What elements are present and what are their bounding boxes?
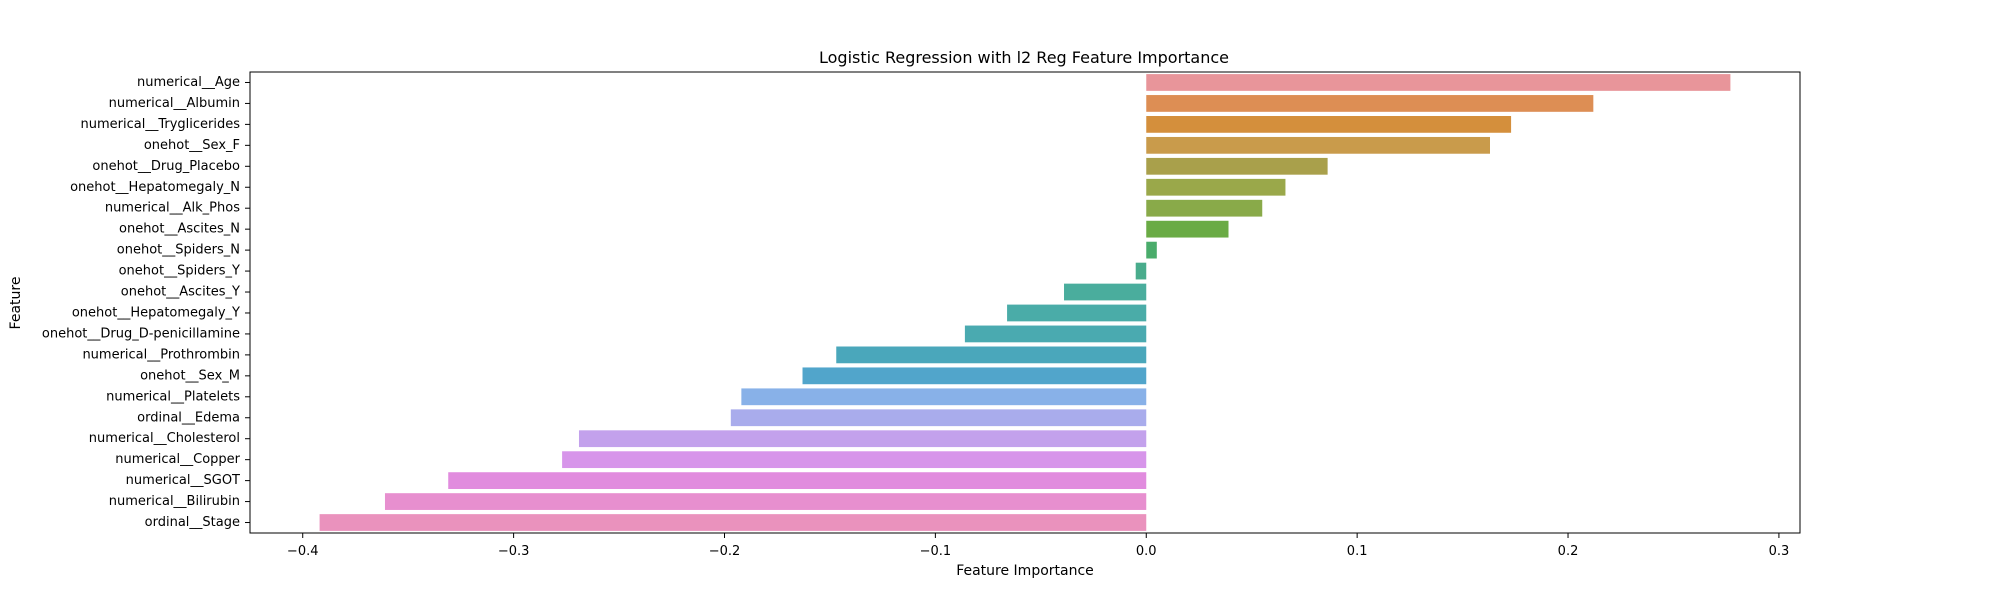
x-tick-label: −0.2 — [709, 544, 741, 559]
chart-title: Logistic Regression with l2 Reg Feature … — [819, 48, 1229, 67]
y-tick-label: onehot__Sex_F — [144, 138, 240, 153]
bar — [1146, 241, 1157, 259]
bar — [1135, 262, 1147, 280]
plot-frame — [249, 71, 1801, 534]
bar — [836, 346, 1147, 364]
y-tick-label: numerical__Platelets — [106, 389, 240, 404]
x-axis-label: Feature Importance — [956, 563, 1094, 579]
bar — [319, 514, 1147, 531]
x-tick-label: 0.3 — [1769, 544, 1790, 559]
bar — [1064, 283, 1147, 301]
bar — [1007, 304, 1147, 322]
y-tick-label: numerical__Bilirubin — [109, 494, 240, 509]
y-tick-label: onehot__Drug_D-penicillamine — [42, 326, 240, 341]
bar — [1146, 136, 1490, 154]
y-tick-label: onehot__Spiders_Y — [119, 264, 240, 279]
bar — [578, 430, 1147, 448]
y-tick-label: numerical__SGOT — [126, 473, 240, 488]
bar — [1146, 116, 1512, 133]
x-tick-label: −0.1 — [920, 544, 952, 559]
bar — [1146, 95, 1594, 112]
bar — [741, 388, 1147, 406]
x-tick-label: 0.0 — [1136, 544, 1157, 559]
y-tick-label: numerical__Age — [137, 75, 240, 90]
y-tick-label: numerical__Cholesterol — [89, 431, 240, 446]
y-axis-label: Feature — [8, 277, 24, 330]
y-tick-label: numerical__Alk_Phos — [105, 201, 240, 216]
x-tick-label: −0.4 — [287, 544, 319, 559]
x-tick-labels: −0.4 −0.3 −0.2 −0.1 0.0 0.1 0.2 0.3 — [287, 533, 1789, 559]
y-tick-labels: numerical__Age numerical__Albumin numerica… — [42, 75, 250, 530]
bar — [1146, 178, 1286, 196]
y-tick-label: onehot__Spiders_N — [117, 243, 240, 258]
x-tick-label: −0.3 — [498, 544, 530, 559]
y-tick-label: numerical__Albumin — [109, 96, 240, 111]
y-tick-label: numerical__Prothrombin — [82, 347, 240, 362]
bars-layer — [319, 74, 1731, 531]
y-tick-label: onehot__Hepatomegaly_N — [70, 180, 240, 195]
x-tick-label: 0.1 — [1347, 544, 1368, 559]
x-tick-label: 0.2 — [1558, 544, 1579, 559]
y-tick-label: ordinal__Edema — [137, 410, 240, 425]
bar — [562, 451, 1147, 469]
bar — [730, 409, 1147, 427]
bar — [1146, 157, 1328, 175]
bar — [448, 472, 1147, 489]
bar — [802, 367, 1147, 385]
y-tick-label: onehot__Ascites_Y — [121, 285, 240, 300]
y-tick-label: onehot__Sex_M — [140, 368, 240, 383]
bar — [1146, 199, 1263, 217]
y-tick-label: numerical__Copper — [115, 452, 240, 467]
y-tick-label: onehot__Drug_Placebo — [92, 159, 240, 174]
y-tick-label: ordinal__Stage — [145, 515, 240, 530]
y-tick-label: onehot__Hepatomegaly_Y — [72, 305, 240, 320]
y-tick-label: numerical__Tryglicerides — [81, 117, 241, 132]
bar — [1146, 220, 1229, 238]
bar — [1146, 74, 1731, 91]
y-tick-label: onehot__Ascites_N — [119, 222, 240, 237]
bar — [384, 493, 1147, 510]
bar — [964, 325, 1147, 343]
